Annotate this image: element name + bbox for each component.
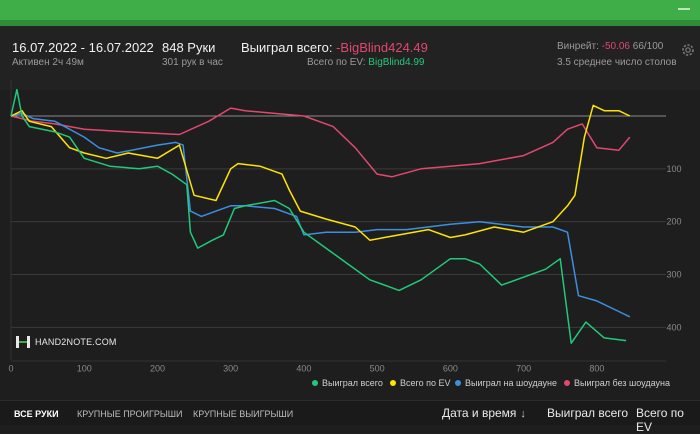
y-tick-label: 300 [666,270,681,280]
legend-item-non-showdown[interactable]: Выиграл без шоудауна [564,378,670,388]
legend-item-won-total[interactable]: Выиграл всего [312,378,383,388]
x-tick-label: 400 [296,363,311,373]
legend-item-showdown[interactable]: Выиграл на шоудауне [455,378,557,388]
session-date-range: 16.07.2022 - 16.07.2022 [12,40,154,55]
x-axis-ticks: 0 100 200 300 400 500 600 700 800 [8,363,604,373]
ev-total: Всего по EV: BigBlind4.99 [307,57,424,68]
series-line-Выиграл всего [10,88,627,344]
x-tick-label: 800 [589,363,604,373]
x-tick-label: 0 [8,363,13,373]
x-tick-label: 300 [223,363,238,373]
x-tick-label: 200 [150,363,165,373]
total-won-label: Выиграл всего: [241,40,333,55]
winrate: Винрейт: -50.06 66/100 [557,41,663,52]
series-line-Всего по EV [10,104,631,241]
graph-grid [10,80,666,362]
legend-item-ev-total[interactable]: Всего по EV [390,378,450,388]
avg-tables: 3.5 среднее число столов [557,57,677,68]
legend-dot [390,380,396,386]
results-graph: 0 100 200 300 400 500 600 700 800 100 200 300 400 [8,80,682,373]
winrate-label: Винрейт: [557,41,599,52]
y-tick-label: 100 [666,164,681,174]
hand2note-logo: HAND2NOTE.COM [16,336,117,348]
minimize-icon[interactable] [678,8,690,10]
y-tick-label: 200 [666,217,681,227]
x-tick-label: 600 [443,363,458,373]
session-active-time: Активен 2ч 49м [12,57,84,68]
winrate-suffix: 66/100 [632,41,664,52]
legend-dot [312,380,318,386]
legend-label: Выиграл без шоудауна [574,378,670,388]
sort-down-icon: ↓ [520,408,526,420]
tab-all-hands[interactable]: ВСЕ РУКИ [14,409,59,419]
ev-total-label: Всего по EV: [307,57,366,68]
hands-per-hour: 301 рук в час [162,57,223,68]
logo-text: HAND2NOTE.COM [35,337,117,347]
legend-dot [455,380,461,386]
ev-total-value: BigBlind4.99 [368,57,425,68]
hands-tabs-bar: ВСЕ РУКИ КРУПНЫЕ ПРОИГРЫШИ КРУПНЫЕ ВЫИГР… [0,400,700,434]
x-tick-label: 100 [77,363,92,373]
tab-big-wins[interactable]: КРУПНЫЕ ВЫИГРЫШИ [193,409,294,419]
total-won: Выиграл всего: -BigBlind424.49 [241,40,428,55]
graph-lines [10,88,631,344]
series-line-Выиграл на шоудауне [10,112,631,318]
column-ev-total[interactable]: Всего по EV [636,406,684,434]
winrate-value: -50.06 [601,41,630,52]
y-tick-label: 400 [666,322,681,332]
series-line-Выиграл без шоудауна [10,107,631,178]
gear-icon[interactable] [680,42,696,58]
hands-count: 848 Руки [162,40,216,55]
logo-icon [16,336,30,348]
tab-big-losses[interactable]: КРУПНЫЕ ПРОИГРЫШИ [77,409,183,419]
column-date-time-label: Дата и время [442,406,517,420]
x-tick-label: 700 [516,363,531,373]
app-title-bar [0,0,700,26]
session-stats-panel: 16.07.2022 - 16.07.2022 Активен 2ч 49м 8… [0,26,700,90]
total-won-value: -BigBlind424.49 [336,40,428,55]
column-won-total[interactable]: Выиграл всего [547,406,629,420]
legend-label: Всего по EV [400,378,451,388]
column-date-time[interactable]: Дата и время ↓ [442,406,526,420]
legend-dot [564,380,570,386]
legend-label: Выиграл на шоудауне [465,378,557,388]
x-tick-label: 500 [370,363,385,373]
y-axis-ticks: 100 200 300 400 [666,164,681,333]
title-bar-shade [0,20,700,26]
legend-label: Выиграл всего [322,378,383,388]
